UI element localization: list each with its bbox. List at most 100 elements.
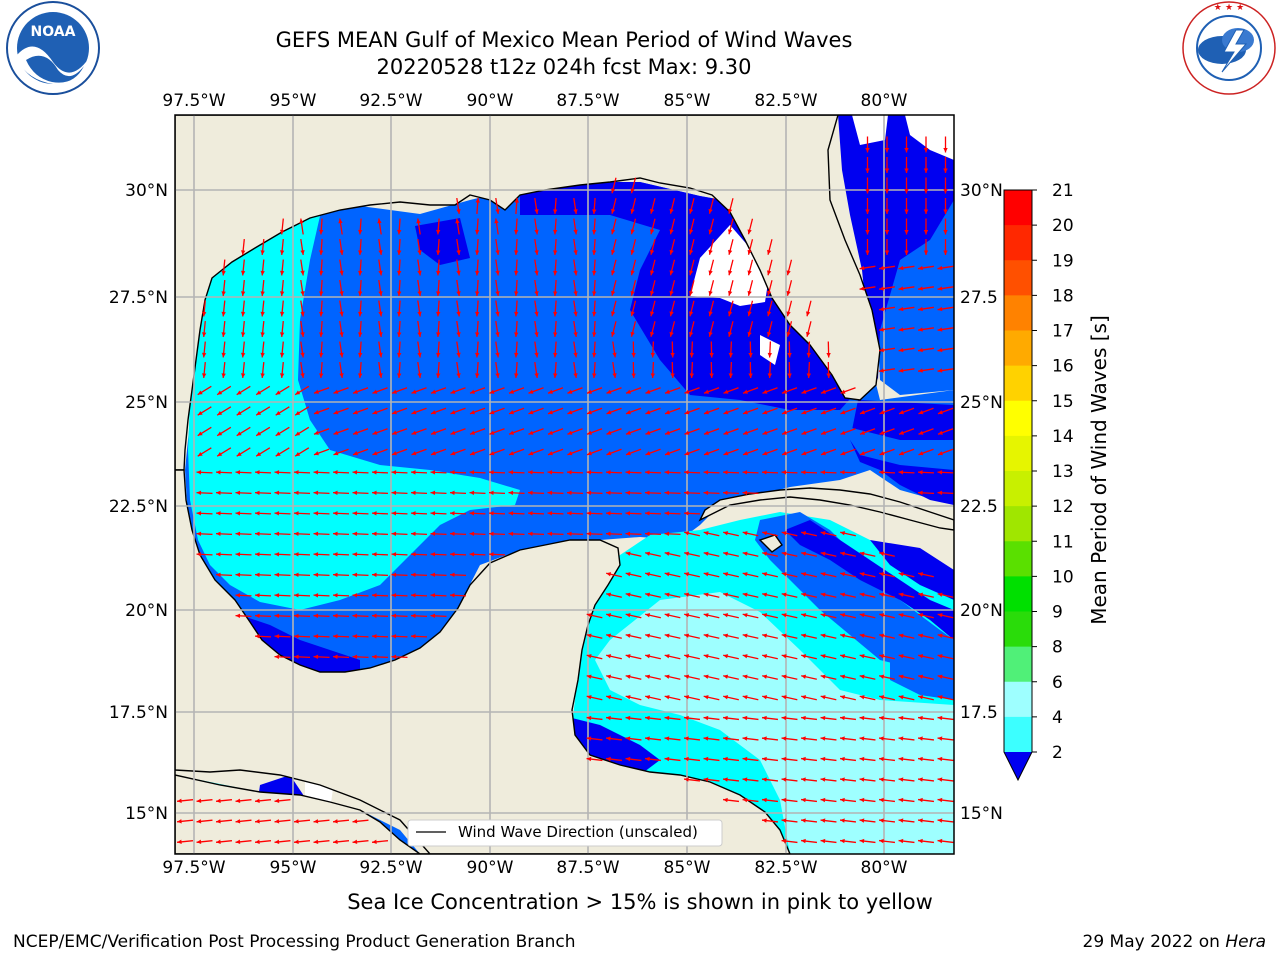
wind-wave-arrow xyxy=(918,428,934,435)
wind-wave-arrow xyxy=(625,531,642,536)
wind-wave-arrow xyxy=(255,385,271,396)
wind-wave-arrow xyxy=(820,633,837,639)
wind-wave-arrow xyxy=(762,695,778,701)
wind-wave-arrow xyxy=(684,531,700,537)
wind-wave-arrow xyxy=(878,470,896,475)
wind-wave-arrow xyxy=(781,797,798,803)
wind-wave-arrow xyxy=(826,341,831,358)
wind-wave-arrow xyxy=(747,321,754,337)
wind-wave-arrow xyxy=(279,361,285,379)
wind-wave-arrow xyxy=(235,593,252,598)
wind-wave-arrow xyxy=(879,654,895,660)
wind-wave-arrow xyxy=(917,818,935,823)
wind-wave-arrow xyxy=(904,157,909,173)
wind-wave-arrow xyxy=(592,218,597,235)
wind-wave-arrow xyxy=(475,197,480,215)
wind-wave-arrow xyxy=(339,300,344,317)
colorbar-segment xyxy=(1004,541,1032,577)
wind-wave-arrow xyxy=(722,715,740,721)
wind-wave-arrow xyxy=(494,218,499,235)
wind-wave-arrow xyxy=(917,838,935,844)
wind-wave-arrow xyxy=(235,572,252,577)
wind-wave-arrow xyxy=(553,279,558,297)
colorbar-tick-label: 9 xyxy=(1052,603,1063,623)
wind-wave-arrow xyxy=(397,279,402,297)
wind-wave-arrow xyxy=(669,198,676,214)
wind-wave-arrow xyxy=(631,341,636,358)
wind-wave-arrows xyxy=(176,136,954,845)
wind-wave-arrow xyxy=(742,407,759,415)
footer-host: Hera xyxy=(1225,932,1266,952)
wind-wave-arrow xyxy=(781,387,798,394)
wind-wave-arrow xyxy=(240,259,246,276)
lon-tick-label-top: 97.5°W xyxy=(162,91,225,111)
wind-wave-arrow xyxy=(547,470,564,475)
wind-wave-arrow xyxy=(703,572,720,578)
wind-wave-arrow xyxy=(469,470,486,475)
wind-wave-arrow xyxy=(669,218,676,235)
wind-wave-arrow xyxy=(573,341,578,358)
wind-wave-arrow xyxy=(801,531,817,537)
wind-wave-arrow xyxy=(255,447,271,457)
wind-wave-arrow xyxy=(254,839,272,845)
wind-wave-arrow xyxy=(313,387,330,394)
wind-wave-arrow xyxy=(859,428,876,435)
west-gulf-light xyxy=(188,216,520,610)
colorbar-label: Mean Period of Wind Waves [s] xyxy=(1087,315,1111,625)
wind-wave-arrow xyxy=(781,695,798,701)
wind-wave-arrow xyxy=(669,280,676,296)
wind-wave-arrow xyxy=(371,593,389,598)
wind-wave-arrow xyxy=(937,470,954,475)
wind-wave-arrow xyxy=(254,490,272,495)
wind-wave-arrow xyxy=(683,470,701,475)
wind-wave-arrow xyxy=(820,531,837,537)
wind-wave-arrow xyxy=(820,572,837,578)
wind-wave-arrow xyxy=(937,797,954,803)
wind-wave-arrow xyxy=(917,490,935,495)
wind-wave-arrow xyxy=(781,572,798,578)
wind-wave-arrow xyxy=(859,838,876,844)
wind-wave-arrow xyxy=(450,407,466,415)
wind-wave-arrow xyxy=(898,407,915,415)
wind-wave-arrow xyxy=(255,406,271,416)
wind-wave-arrow xyxy=(592,320,597,338)
wind-wave-arrow xyxy=(176,839,194,845)
wind-wave-arrow xyxy=(859,695,876,701)
wind-wave-arrow xyxy=(534,320,539,338)
wind-wave-arrow xyxy=(391,448,408,456)
wind-wave-arrow xyxy=(703,531,720,537)
wind-wave-arrow xyxy=(586,407,603,415)
wind-wave-arrow xyxy=(625,592,642,598)
wind-wave-arrow xyxy=(358,259,363,276)
wind-wave-arrow xyxy=(371,572,389,577)
wind-wave-arrow xyxy=(300,259,305,276)
wind-wave-arrow xyxy=(235,531,252,536)
wind-wave-arrow xyxy=(378,238,383,256)
wind-wave-arrow xyxy=(800,838,818,844)
wind-wave-arrow xyxy=(378,279,383,297)
wind-wave-arrow xyxy=(762,551,778,557)
wind-wave-arrow xyxy=(840,448,856,456)
colorbar-tick-label: 6 xyxy=(1052,673,1063,693)
wind-wave-arrow xyxy=(703,407,720,415)
wind-wave-arrow xyxy=(279,320,285,338)
nws-logo: ★ ★ ★ xyxy=(1182,1,1276,95)
wind-wave-arrow xyxy=(767,239,773,255)
wind-wave-arrow xyxy=(371,511,389,516)
wind-wave-arrow xyxy=(221,300,226,317)
wind-wave-arrow xyxy=(937,347,954,353)
wind-wave-arrow xyxy=(300,341,305,358)
wind-wave-arrow xyxy=(514,361,519,379)
wind-wave-arrow xyxy=(215,572,233,577)
wind-wave-arrow xyxy=(786,300,793,317)
wind-wave-arrow xyxy=(859,797,876,803)
wind-wave-arrow xyxy=(508,448,525,456)
lat-tick-label-right: 15°N xyxy=(960,804,1003,824)
wind-wave-arrow xyxy=(449,470,467,475)
wind-wave-arrow xyxy=(781,838,798,844)
wind-wave-arrow xyxy=(820,654,837,660)
wind-wave-arrow xyxy=(722,756,740,762)
wind-wave-arrow xyxy=(937,428,954,435)
wind-wave-arrow xyxy=(840,387,856,394)
